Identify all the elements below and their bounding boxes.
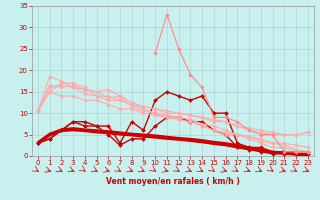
X-axis label: Vent moyen/en rafales ( km/h ): Vent moyen/en rafales ( km/h )	[106, 177, 240, 186]
